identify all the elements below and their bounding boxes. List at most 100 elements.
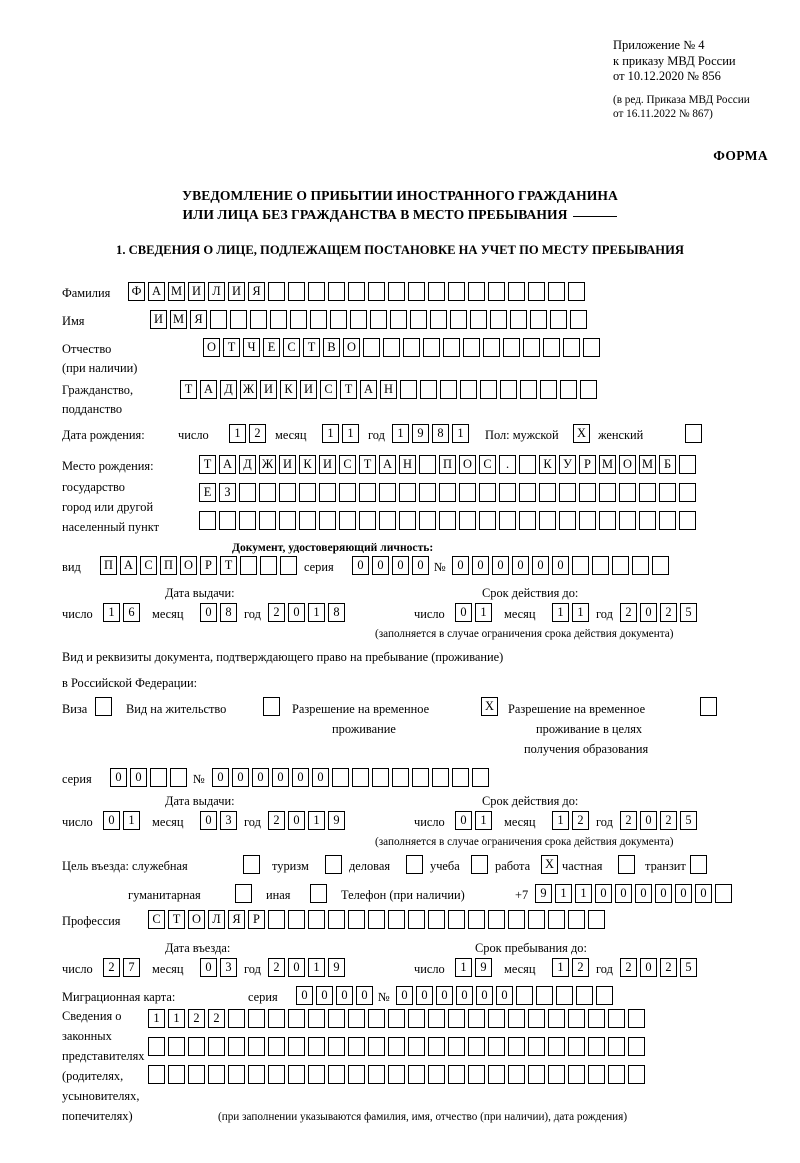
char-cell[interactable]: 1 — [123, 811, 140, 830]
char-cell[interactable] — [210, 310, 227, 329]
char-cell[interactable] — [420, 380, 437, 399]
char-cell[interactable]: Д — [239, 455, 256, 474]
char-cell[interactable]: Я — [228, 910, 245, 929]
char-cell[interactable]: 0 — [655, 884, 672, 903]
char-cell[interactable] — [550, 310, 567, 329]
char-cell[interactable] — [240, 556, 257, 575]
char-cell[interactable] — [528, 910, 545, 929]
purpose-study-checkbox[interactable] — [471, 855, 488, 874]
char-cell[interactable] — [388, 910, 405, 929]
char-cell[interactable]: . — [499, 455, 516, 474]
char-cell[interactable] — [419, 511, 436, 530]
char-cell[interactable] — [523, 338, 540, 357]
char-cell[interactable] — [608, 1009, 625, 1028]
char-cell[interactable] — [679, 483, 696, 502]
char-cell[interactable]: 2 — [660, 811, 677, 830]
char-cell[interactable]: 0 — [296, 986, 313, 1005]
char-cell[interactable] — [500, 380, 517, 399]
char-cell[interactable] — [588, 1009, 605, 1028]
char-cell[interactable] — [470, 310, 487, 329]
char-cell[interactable] — [299, 511, 316, 530]
char-cell[interactable]: К — [299, 455, 316, 474]
char-cell[interactable] — [568, 910, 585, 929]
char-cell[interactable]: 0 — [615, 884, 632, 903]
char-cell[interactable]: 0 — [336, 986, 353, 1005]
temp-residence-checkbox[interactable]: X — [481, 697, 498, 716]
char-cell[interactable] — [248, 1037, 265, 1056]
char-cell[interactable]: 0 — [312, 768, 329, 787]
char-cell[interactable]: 1 — [342, 424, 359, 443]
char-cell[interactable] — [468, 910, 485, 929]
char-cell[interactable]: 2 — [620, 958, 637, 977]
char-cell[interactable] — [559, 511, 576, 530]
char-cell[interactable] — [328, 1065, 345, 1084]
char-cell[interactable] — [400, 380, 417, 399]
char-cell[interactable]: 1 — [552, 811, 569, 830]
char-cell[interactable]: 2 — [660, 603, 677, 622]
char-cell[interactable] — [288, 910, 305, 929]
char-cell[interactable] — [383, 338, 400, 357]
char-cell[interactable] — [168, 1037, 185, 1056]
char-cell[interactable] — [208, 1037, 225, 1056]
char-cell[interactable] — [230, 310, 247, 329]
char-cell[interactable] — [288, 1065, 305, 1084]
char-cell[interactable]: К — [280, 380, 297, 399]
purpose-business-checkbox[interactable] — [406, 855, 423, 874]
char-cell[interactable] — [508, 910, 525, 929]
char-cell[interactable]: 0 — [455, 811, 472, 830]
char-cell[interactable]: А — [148, 282, 165, 301]
char-cell[interactable] — [188, 1065, 205, 1084]
char-cell[interactable]: 1 — [308, 811, 325, 830]
char-cell[interactable] — [588, 1037, 605, 1056]
char-cell[interactable] — [279, 511, 296, 530]
char-cell[interactable]: 0 — [455, 603, 472, 622]
char-cell[interactable]: А — [219, 455, 236, 474]
char-cell[interactable]: Н — [380, 380, 397, 399]
char-cell[interactable] — [428, 282, 445, 301]
char-cell[interactable]: 2 — [572, 811, 589, 830]
char-cell[interactable] — [288, 1037, 305, 1056]
char-cell[interactable] — [463, 338, 480, 357]
char-cell[interactable] — [583, 338, 600, 357]
char-cell[interactable]: 0 — [476, 986, 493, 1005]
char-cell[interactable] — [428, 1009, 445, 1028]
char-cell[interactable] — [659, 511, 676, 530]
char-cell[interactable] — [510, 310, 527, 329]
char-cell[interactable] — [608, 1037, 625, 1056]
char-cell[interactable] — [679, 455, 696, 474]
char-cell[interactable] — [368, 1037, 385, 1056]
char-cell[interactable] — [596, 986, 613, 1005]
char-cell[interactable] — [412, 768, 429, 787]
char-cell[interactable] — [332, 768, 349, 787]
char-cell[interactable] — [519, 483, 536, 502]
char-cell[interactable] — [580, 380, 597, 399]
char-cell[interactable]: Ж — [259, 455, 276, 474]
purpose-official-checkbox[interactable] — [243, 855, 260, 874]
char-cell[interactable]: 0 — [212, 768, 229, 787]
char-cell[interactable]: 0 — [272, 768, 289, 787]
char-cell[interactable] — [348, 1037, 365, 1056]
char-cell[interactable] — [488, 1009, 505, 1028]
char-cell[interactable] — [328, 1037, 345, 1056]
char-cell[interactable]: 2 — [572, 958, 589, 977]
char-cell[interactable] — [290, 310, 307, 329]
char-cell[interactable]: 0 — [392, 556, 409, 575]
char-cell[interactable] — [370, 310, 387, 329]
char-cell[interactable] — [339, 511, 356, 530]
char-cell[interactable] — [548, 282, 565, 301]
visa-checkbox[interactable] — [95, 697, 112, 716]
char-cell[interactable] — [628, 1065, 645, 1084]
char-cell[interactable] — [268, 1065, 285, 1084]
char-cell[interactable] — [188, 1037, 205, 1056]
char-cell[interactable] — [519, 511, 536, 530]
char-cell[interactable] — [170, 768, 187, 787]
